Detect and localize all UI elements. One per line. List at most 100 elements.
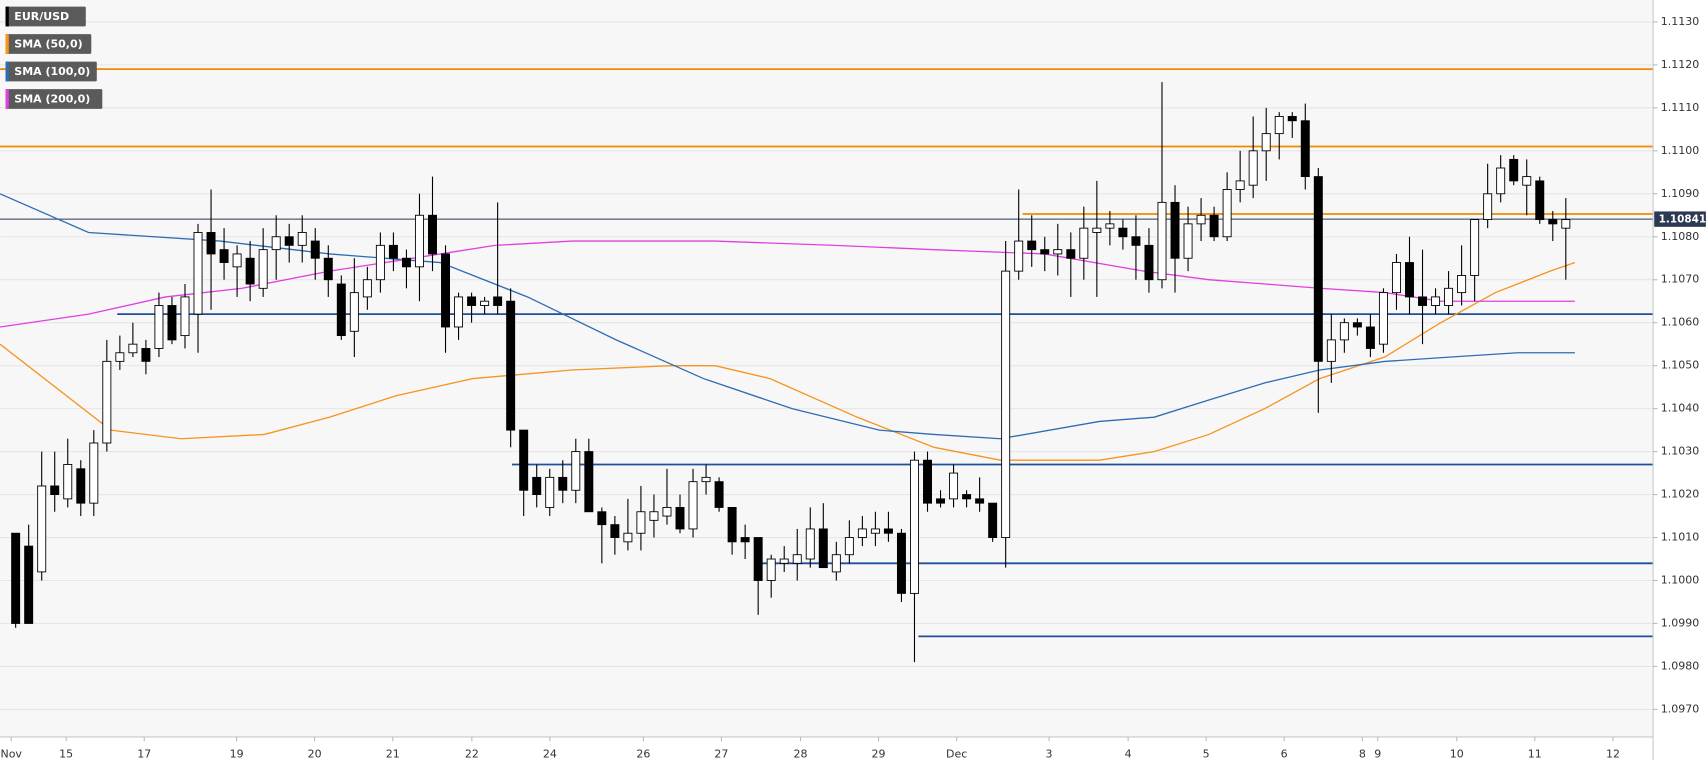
sma-line bbox=[0, 193, 1575, 440]
candle-body bbox=[1548, 219, 1558, 225]
y-tick-label: 1.1070 bbox=[1661, 273, 1699, 286]
candle-body bbox=[623, 532, 633, 543]
x-tick-label: 21 bbox=[386, 748, 400, 760]
candle-body bbox=[610, 524, 620, 538]
y-tick-label: 1.1010 bbox=[1661, 531, 1699, 544]
y-tick-label: 1.1030 bbox=[1661, 445, 1699, 458]
candle-body bbox=[258, 249, 268, 289]
candle-body bbox=[883, 528, 893, 534]
x-tick-label: 4 bbox=[1125, 748, 1132, 760]
candle-body bbox=[1105, 223, 1115, 229]
candle-body bbox=[896, 532, 906, 594]
candle-body bbox=[76, 468, 86, 504]
candles bbox=[11, 82, 1571, 663]
candle-body bbox=[219, 249, 229, 263]
candle-body bbox=[792, 554, 802, 564]
candle-body bbox=[805, 528, 815, 560]
candle-body bbox=[193, 232, 203, 315]
x-tick-label: 8 bbox=[1359, 748, 1366, 760]
candle-body bbox=[1118, 227, 1128, 238]
candle-body bbox=[597, 511, 607, 526]
levels bbox=[0, 68, 1654, 638]
x-tick-label: 28 bbox=[794, 748, 808, 760]
candle-body bbox=[714, 481, 724, 508]
candle-body bbox=[910, 459, 919, 594]
candle-body bbox=[519, 429, 529, 491]
x-tick-label: Nov bbox=[0, 748, 22, 760]
candle-body bbox=[428, 214, 437, 255]
candle-body bbox=[1261, 133, 1271, 152]
candle-body bbox=[154, 305, 164, 349]
candle-body bbox=[1248, 150, 1258, 186]
legend-label: SMA (200,0) bbox=[14, 93, 90, 106]
x-tick-label: 17 bbox=[137, 748, 151, 760]
legend-label: SMA (100,0) bbox=[14, 65, 90, 78]
x-tick-label: 11 bbox=[1528, 748, 1542, 760]
candle-body bbox=[701, 476, 711, 483]
candle-body bbox=[323, 257, 333, 281]
legend: EUR/USD SMA (50,0) SMA (100,0) SMA (200,0) bbox=[5, 6, 103, 109]
candle-body bbox=[571, 451, 581, 491]
legend-label: SMA (50,0) bbox=[14, 38, 82, 51]
candle-body bbox=[1300, 120, 1310, 178]
candle-body bbox=[245, 257, 255, 285]
candle-body bbox=[532, 476, 542, 496]
x-tick-label: 10 bbox=[1450, 748, 1464, 760]
candle-body bbox=[1326, 339, 1336, 362]
x-tick-label: 9 bbox=[1374, 748, 1381, 760]
candle-body bbox=[414, 214, 424, 268]
candle-body bbox=[1470, 219, 1480, 276]
candle-body bbox=[1457, 274, 1467, 294]
y-tick-label: 1.1110 bbox=[1661, 101, 1699, 114]
candle-body bbox=[310, 240, 320, 259]
candle-body bbox=[831, 554, 841, 573]
candle-body bbox=[1079, 227, 1089, 259]
moving-averages bbox=[0, 193, 1576, 461]
legend-swatch bbox=[5, 89, 9, 109]
y-tick-label: 1.1080 bbox=[1661, 230, 1699, 243]
candle-body bbox=[1170, 201, 1180, 259]
candle-body bbox=[1483, 193, 1493, 221]
legend-swatch bbox=[5, 61, 9, 82]
candle-body bbox=[1131, 236, 1141, 246]
x-tick-label: 26 bbox=[636, 748, 650, 760]
candle-body bbox=[24, 545, 34, 624]
x-tick-label: 12 bbox=[1606, 748, 1620, 760]
x-tick-label: 15 bbox=[59, 748, 73, 760]
candle-body bbox=[649, 511, 659, 521]
candle-body bbox=[454, 296, 464, 328]
candle-body bbox=[271, 236, 281, 251]
y-tick-label: 1.0980 bbox=[1661, 659, 1699, 672]
candle-body bbox=[493, 296, 503, 306]
candle-body bbox=[480, 300, 490, 306]
candle-body bbox=[740, 537, 750, 543]
candle-body bbox=[1561, 219, 1571, 229]
candle-body bbox=[1391, 262, 1401, 294]
candle-body bbox=[297, 232, 307, 246]
candle-body bbox=[1235, 180, 1245, 190]
candle-body bbox=[1535, 180, 1545, 221]
candle-body bbox=[284, 236, 294, 246]
x-tick-label: 29 bbox=[872, 748, 886, 760]
candle-body bbox=[401, 257, 411, 268]
x-tick-label: 5 bbox=[1203, 748, 1210, 760]
candle-body bbox=[857, 528, 867, 538]
candle-body bbox=[949, 472, 959, 500]
candle-body bbox=[1522, 176, 1532, 186]
candle-body bbox=[180, 296, 190, 337]
candle-body bbox=[336, 283, 346, 337]
candle-body bbox=[506, 300, 516, 431]
candle-body bbox=[1509, 158, 1519, 182]
x-tick-label: 6 bbox=[1281, 748, 1288, 760]
x-tick-label: 22 bbox=[465, 748, 479, 760]
candle-body bbox=[167, 305, 177, 341]
candle-body bbox=[362, 279, 372, 298]
candle-body bbox=[128, 343, 138, 354]
y-tick-label: 1.1100 bbox=[1661, 144, 1699, 157]
candle-body bbox=[1222, 189, 1232, 238]
legend-box bbox=[5, 89, 103, 109]
candle-body bbox=[1496, 167, 1506, 195]
y-tick-label: 1.1050 bbox=[1661, 359, 1699, 372]
